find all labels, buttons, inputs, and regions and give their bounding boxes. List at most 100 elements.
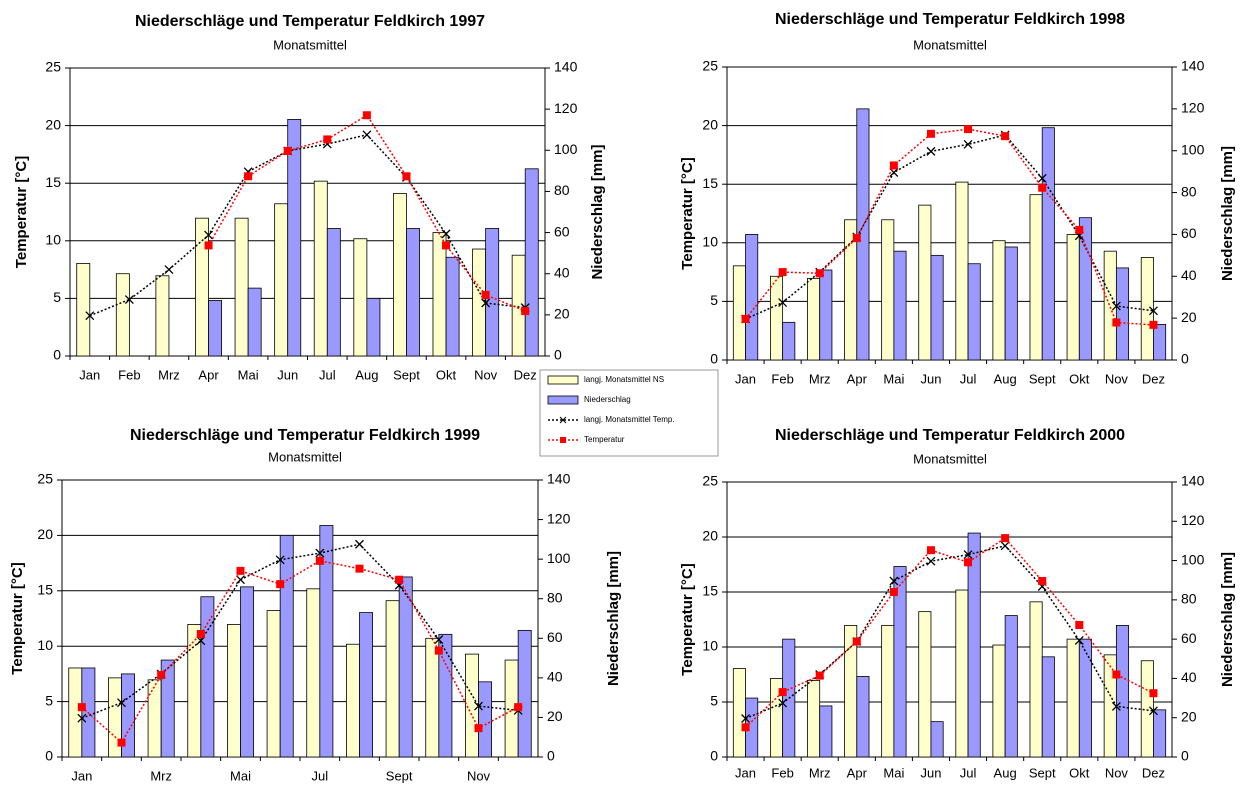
- x-tick-label: Jan: [735, 765, 756, 780]
- y-tick-label: 5: [45, 692, 53, 708]
- y2-tick-label: 120: [1181, 100, 1205, 116]
- bar: [1103, 654, 1117, 758]
- x-tick-label: Jul: [960, 765, 977, 780]
- y2-tick-label: 80: [1181, 183, 1197, 199]
- bar: [967, 263, 981, 361]
- marker: [323, 135, 332, 144]
- y-tick-label: 25: [45, 59, 61, 75]
- y-tick-label: 0: [45, 748, 53, 764]
- x-tick-label: Sept: [1029, 371, 1056, 386]
- y2-tick-label: 100: [1181, 141, 1205, 157]
- y2-tick-label: 20: [1181, 309, 1197, 325]
- marker: [1001, 534, 1010, 543]
- bar: [432, 232, 447, 357]
- marker: [926, 546, 935, 555]
- x-tick-label: Mai: [238, 367, 259, 382]
- line: [744, 128, 1154, 326]
- bar: [1115, 267, 1130, 361]
- marker: [474, 724, 483, 733]
- bar: [208, 300, 223, 357]
- y2-tick-label: 120: [1181, 512, 1205, 528]
- marker: [964, 558, 973, 567]
- plot-area: [727, 67, 1172, 360]
- bar: [115, 273, 130, 357]
- marker: [283, 146, 292, 155]
- bar: [398, 576, 413, 758]
- marker: [236, 575, 245, 585]
- bar: [155, 275, 170, 357]
- y-tick-label: 25: [702, 58, 718, 74]
- bar: [930, 254, 944, 361]
- bar: [472, 248, 487, 357]
- legend: langj. Monatsmittel NS Niederschlag langj.…: [539, 369, 719, 457]
- marker: [204, 241, 213, 250]
- bar: [918, 204, 932, 361]
- x-tick-label: Sept: [393, 367, 420, 382]
- y2-tick-label: 140: [547, 471, 571, 487]
- marker: [963, 550, 973, 560]
- y2-tick-label: 140: [1181, 473, 1205, 489]
- marker: [1037, 173, 1047, 183]
- bar: [366, 297, 381, 357]
- bar: [992, 240, 1006, 361]
- marker: [164, 265, 174, 275]
- marker: [778, 688, 787, 697]
- line: [81, 543, 519, 719]
- marker: [441, 229, 451, 239]
- x-tick-label: Apr: [198, 367, 219, 382]
- x-tick-label: Okt: [1069, 371, 1090, 386]
- legend-marker: [559, 416, 567, 424]
- marker: [926, 556, 936, 566]
- y-tick-label: 0: [710, 748, 718, 764]
- bar: [1078, 638, 1092, 758]
- marker: [402, 172, 411, 181]
- y2-tick-label: 60: [1181, 225, 1197, 241]
- bar: [1140, 660, 1154, 758]
- x-tick-label: Dez: [514, 367, 537, 382]
- marker: [1149, 306, 1158, 316]
- bar: [782, 321, 796, 361]
- y2-tick-label: 0: [554, 347, 562, 363]
- x-tick-label: Apr: [847, 765, 868, 780]
- line: [745, 544, 1154, 720]
- chart-title: Niederschläge und Temperatur Feldkirch 1…: [130, 427, 480, 444]
- x-tick-label: Mrz: [809, 765, 831, 780]
- marker: [481, 298, 491, 308]
- y-tick-label: 20: [702, 528, 718, 544]
- bar: [893, 566, 907, 758]
- y2-tick-label: 100: [554, 141, 578, 157]
- chart-subtitle: Monatsmittel: [913, 451, 987, 466]
- chart: Niederschläge und Temperatur Feldkirch 1…: [9, 427, 622, 783]
- bar: [955, 589, 969, 758]
- y2-tick-label: 140: [554, 59, 578, 75]
- marker: [1075, 225, 1084, 234]
- y2-tick-label: 0: [1181, 351, 1189, 367]
- bar: [1041, 656, 1055, 758]
- marker: [275, 555, 285, 565]
- bar: [68, 667, 83, 758]
- marker: [889, 161, 898, 170]
- bar: [1004, 615, 1018, 758]
- bar: [524, 168, 539, 357]
- y-tick-label: 20: [45, 116, 61, 132]
- marker: [963, 139, 973, 149]
- bar: [807, 277, 821, 361]
- marker: [77, 703, 86, 712]
- y2-tick-label: 60: [554, 223, 570, 239]
- x-tick-label: Jun: [277, 367, 298, 382]
- x-tick-label: Jul: [319, 367, 336, 382]
- bar: [856, 676, 870, 758]
- bar: [234, 217, 249, 357]
- bar: [385, 600, 400, 758]
- bar: [147, 679, 162, 758]
- bar: [955, 181, 969, 361]
- marker: [124, 295, 134, 305]
- y-axis-label: Temperatur [°C]: [13, 156, 30, 268]
- marker: [1111, 701, 1121, 711]
- marker: [362, 130, 372, 140]
- line: [89, 133, 526, 317]
- bar: [1004, 246, 1018, 361]
- y2-tick-label: 20: [554, 306, 570, 322]
- chart-title: Niederschläge und Temperatur Feldkirch 2…: [775, 427, 1125, 444]
- marker: [77, 713, 87, 723]
